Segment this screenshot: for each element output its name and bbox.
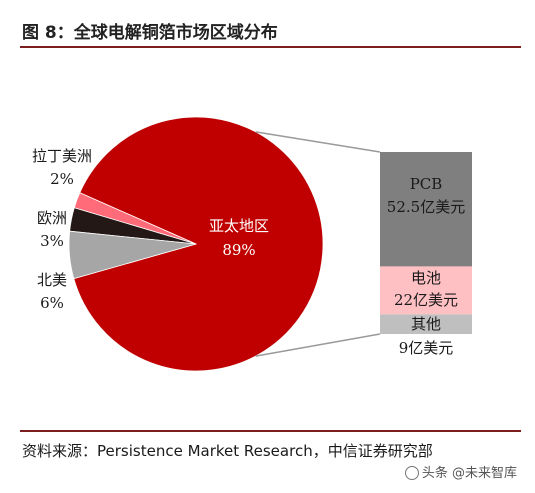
- label-battery-name: 电池: [411, 269, 441, 287]
- bar-segment-other: [380, 314, 472, 334]
- connector-line-bottom: [255, 333, 381, 357]
- label-asia-pacific-pct: 89%: [222, 241, 255, 259]
- label-battery-value: 22亿美元: [394, 291, 458, 309]
- label-pcb-name: PCB: [410, 175, 443, 193]
- label-europe-name: 欧洲: [37, 209, 67, 227]
- bar-segment-battery: [380, 266, 472, 315]
- label-asia-pacific-name: 亚太地区: [209, 217, 269, 235]
- watermark-text: 头条 @未来智库: [421, 466, 517, 481]
- slice-north-america: [68, 230, 197, 280]
- source-rule: [20, 430, 521, 432]
- connector-line-top: [255, 131, 381, 153]
- figure-title: 图 8：全球电解铜箔市场区域分布: [22, 23, 278, 43]
- source-note: 资料来源：Persistence Market Research，中信证券研究部: [22, 442, 433, 460]
- label-latin-america-name: 拉丁美洲: [32, 147, 92, 165]
- label-pcb-value: 52.5亿美元: [387, 198, 465, 216]
- label-other-value: 9亿美元: [399, 339, 454, 357]
- label-europe-pct: 3%: [40, 232, 64, 250]
- label-other-name: 其他: [411, 315, 441, 333]
- slice-asia-pacific: [73, 116, 324, 372]
- label-north-america-name: 北美: [37, 271, 67, 289]
- watermark: 头条 @未来智库: [404, 462, 517, 481]
- watermark-icon: [404, 466, 419, 480]
- label-north-america-pct: 6%: [40, 294, 64, 312]
- title-rule: [20, 46, 521, 48]
- bar-segment-pcb: [380, 152, 472, 267]
- label-latin-america-pct: 2%: [50, 170, 74, 188]
